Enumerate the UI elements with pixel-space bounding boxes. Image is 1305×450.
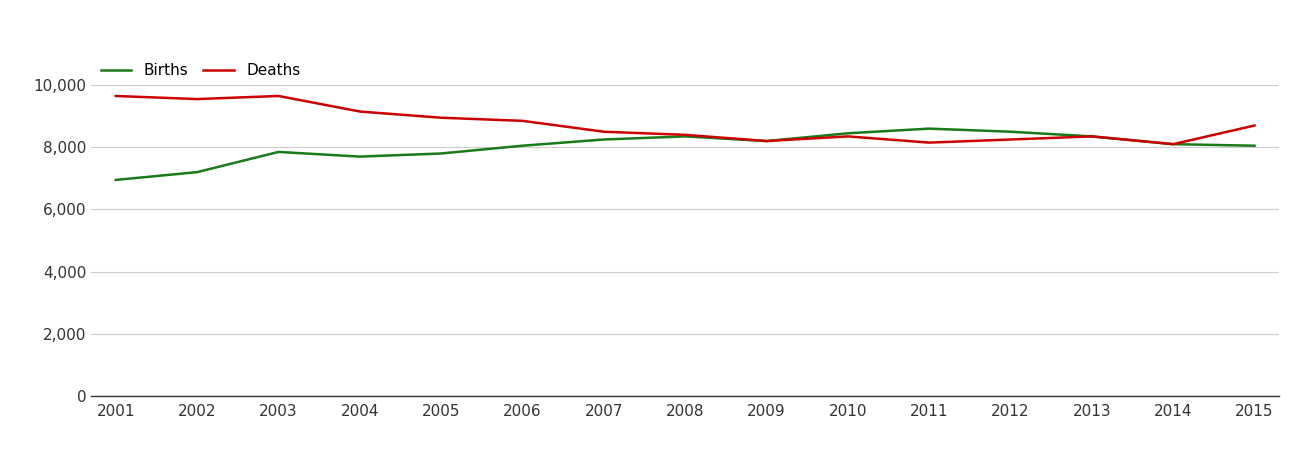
- Deaths: [1002, 137, 1018, 142]
- Births: [1246, 143, 1262, 148]
- Births: [514, 143, 530, 148]
- Births: [1002, 129, 1018, 135]
- Deaths: [514, 118, 530, 124]
- Births: [352, 154, 368, 159]
- Births: [1084, 134, 1100, 139]
- Births: [189, 170, 205, 175]
- Deaths: [1165, 141, 1181, 147]
- Deaths: [677, 132, 693, 138]
- Legend: Births, Deaths: Births, Deaths: [94, 57, 307, 84]
- Births: [840, 130, 856, 136]
- Deaths: [270, 93, 286, 99]
- Births: [921, 126, 937, 131]
- Births: [596, 137, 612, 142]
- Births: [758, 138, 774, 144]
- Births: [677, 134, 693, 139]
- Deaths: [1084, 134, 1100, 139]
- Deaths: [433, 115, 449, 121]
- Deaths: [108, 93, 124, 99]
- Line: Deaths: Deaths: [116, 96, 1254, 144]
- Births: [433, 151, 449, 156]
- Deaths: [596, 129, 612, 135]
- Deaths: [189, 96, 205, 102]
- Deaths: [1246, 123, 1262, 128]
- Deaths: [758, 138, 774, 144]
- Births: [108, 177, 124, 183]
- Births: [1165, 141, 1181, 147]
- Line: Births: Births: [116, 129, 1254, 180]
- Deaths: [352, 109, 368, 114]
- Deaths: [840, 134, 856, 139]
- Births: [270, 149, 286, 155]
- Deaths: [921, 140, 937, 145]
